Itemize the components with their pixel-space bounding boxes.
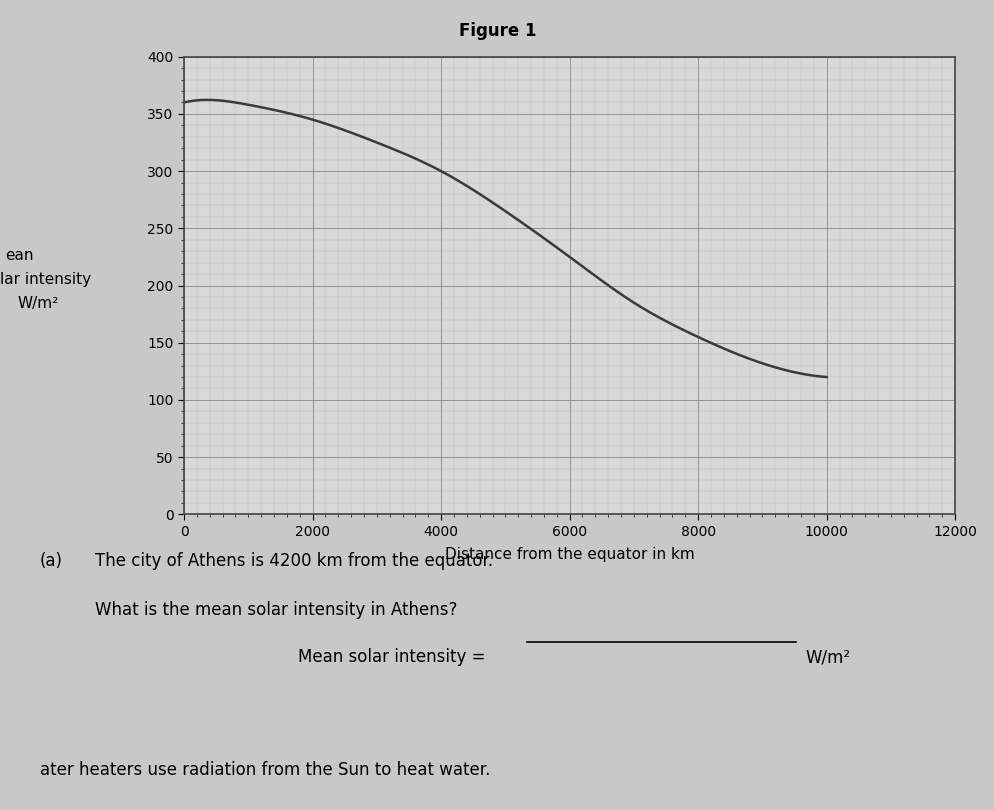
Text: lar intensity: lar intensity [0,272,91,287]
Text: ater heaters use radiation from the Sun to heat water.: ater heaters use radiation from the Sun … [40,761,490,779]
X-axis label: Distance from the equator in km: Distance from the equator in km [444,547,694,562]
Text: (a): (a) [40,552,63,570]
Text: W/m²: W/m² [18,296,59,311]
Text: Figure 1: Figure 1 [458,23,536,40]
Text: W/m²: W/m² [805,648,850,666]
Text: Mean solar intensity =: Mean solar intensity = [298,648,491,666]
Text: ean: ean [5,248,34,262]
Text: The city of Athens is 4200 km from the equator.: The city of Athens is 4200 km from the e… [94,552,492,570]
Text: What is the mean solar intensity in Athens?: What is the mean solar intensity in Athe… [94,601,456,619]
